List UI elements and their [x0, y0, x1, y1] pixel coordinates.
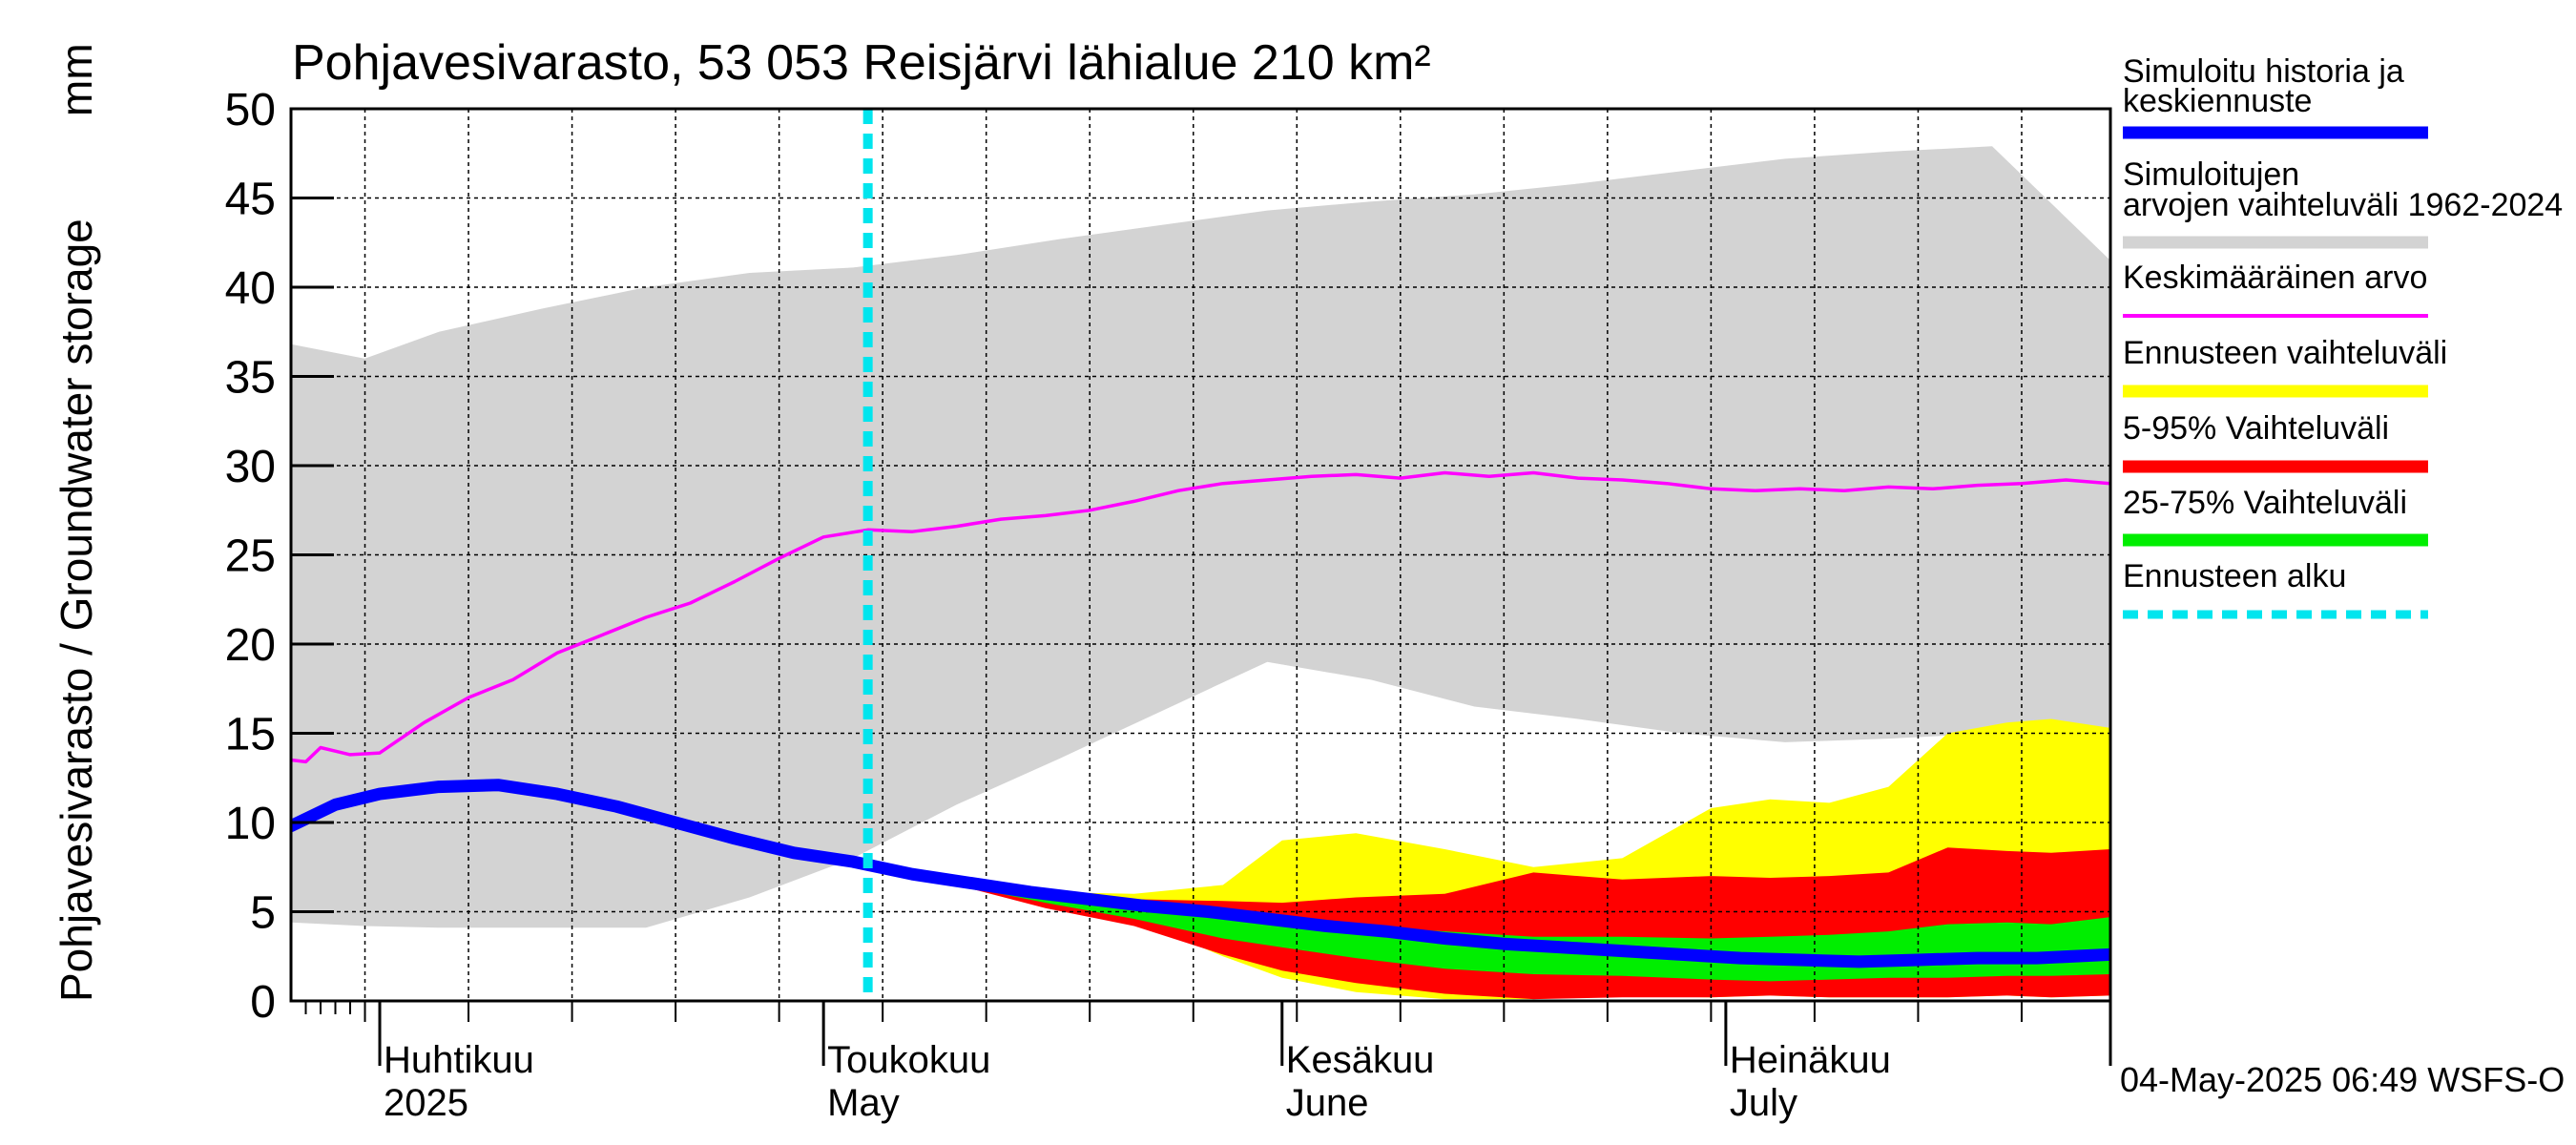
legend-label: 25-75% Vaihteluväli [2123, 485, 2407, 521]
y-axis-label: Pohjavesivarasto / Groundwater storage [52, 219, 101, 1002]
history-median-line [291, 779, 2110, 968]
legend-label: Simuloitujen [2123, 156, 2299, 193]
y-tick-label: 25 [225, 531, 276, 582]
y-tick-label: 5 [250, 888, 276, 939]
timestamp: 04-May-2025 06:49 WSFS-O [2120, 1060, 2565, 1099]
y-tick-label: 40 [225, 263, 276, 314]
x-month-label: Kesäkuu [1286, 1039, 1435, 1081]
legend-label: arvojen vaihteluväli 1962-2024 [2123, 187, 2563, 223]
x-month-label: Toukokuu [827, 1039, 990, 1081]
y-tick-label: 35 [225, 353, 276, 404]
y-axis: 0 5 10 15 20 25 30 35 40 45 50 [225, 85, 334, 1028]
x-month-label-en: May [827, 1082, 900, 1124]
y-tick-label: 45 [225, 175, 276, 225]
plot-area [291, 146, 2110, 1000]
series-lines [291, 109, 2110, 1001]
y-tick-label: 15 [225, 710, 276, 760]
y-tick-label: 30 [225, 442, 276, 492]
mean-line [291, 470, 2110, 764]
legend-label: 5-95% Vaihteluväli [2123, 410, 2389, 447]
x-month-label: Huhtikuu [384, 1039, 534, 1081]
y-tick-label: 10 [225, 799, 276, 849]
grid-lines [291, 109, 2110, 1001]
x-month-label-en: June [1286, 1082, 1369, 1124]
x-month-label-en: July [1730, 1082, 1797, 1124]
sim-range-band [291, 146, 2110, 928]
legend-label: Ennusteen alku [2123, 558, 2346, 594]
range-25-75-band [867, 858, 2110, 982]
legend-label: Ennusteen vaihteluväli [2123, 335, 2447, 371]
legend-label: Simuloitu historia ja [2123, 53, 2404, 90]
y-unit-label: mm [52, 43, 101, 116]
legend-label: Keskimääräinen arvo [2123, 260, 2427, 296]
chart-title: Pohjavesivarasto, 53 053 Reisjärvi lähia… [292, 35, 1431, 91]
legend-label: keskiennuste [2123, 83, 2312, 119]
y-tick-label: 50 [225, 85, 276, 135]
x-month-label: Heinäkuu [1730, 1039, 1891, 1081]
x-month-label-en: 2025 [384, 1082, 468, 1124]
y-tick-label: 0 [250, 977, 276, 1028]
y-tick-label: 20 [225, 620, 276, 671]
